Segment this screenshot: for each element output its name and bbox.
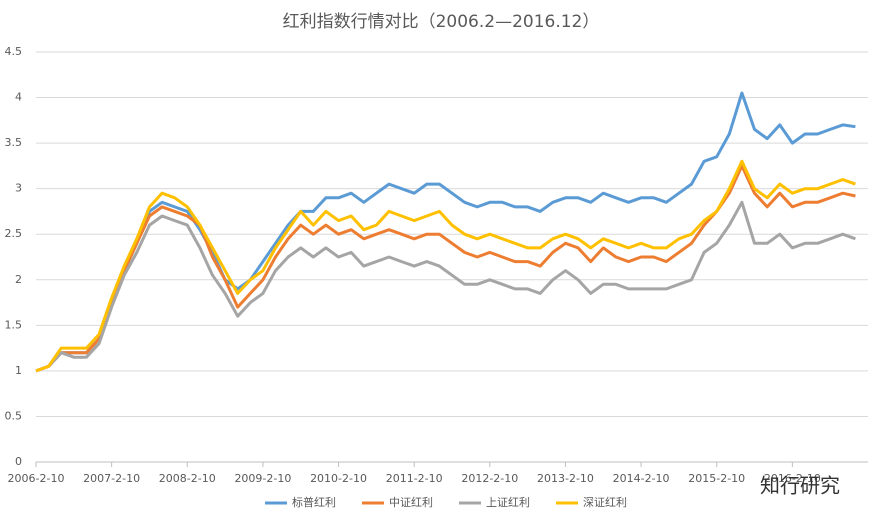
legend-label: 标普红利: [292, 495, 336, 509]
x-tick-label: 2014-2-10: [613, 472, 670, 485]
y-tick-label: 3: [15, 182, 22, 195]
series-line: [35, 200, 856, 373]
y-tick-label: 2: [15, 273, 22, 286]
legend-label: 中证红利: [389, 496, 433, 509]
y-tick-label: 1.5: [5, 318, 23, 331]
x-tick-label: 2006-2-10: [8, 472, 65, 485]
x-tick-label: 2012-2-10: [461, 472, 518, 485]
y-tick-label: 4.5: [5, 45, 23, 58]
y-tick-label: 4: [15, 91, 22, 104]
y-tick-label: 0.5: [5, 409, 23, 422]
series-line: [35, 159, 856, 373]
y-tick-label: 2.5: [5, 227, 23, 240]
chart-title: 红利指数行情对比（2006.2—2016.12）: [283, 12, 600, 32]
legend-label: 深证红利: [583, 496, 627, 509]
x-tick-label: 2013-2-10: [537, 472, 594, 485]
x-tick-label: 2010-2-10: [310, 472, 367, 485]
y-tick-label: 1: [15, 364, 22, 377]
y-tick-label: 0: [15, 455, 22, 468]
x-tick-label: 2016-2-10: [764, 472, 821, 485]
x-tick-label: 2008-2-10: [159, 472, 216, 485]
watermark: 知行研究: [760, 474, 840, 498]
legend-label: 上证红利: [486, 496, 530, 509]
y-tick-label: 3.5: [5, 136, 23, 149]
series-line: [35, 91, 856, 373]
x-tick-label: 2009-2-10: [234, 472, 291, 485]
x-tick-label: 2011-2-10: [386, 472, 443, 485]
x-tick-label: 2015-2-10: [688, 472, 745, 485]
x-tick-label: 2007-2-10: [83, 472, 140, 485]
